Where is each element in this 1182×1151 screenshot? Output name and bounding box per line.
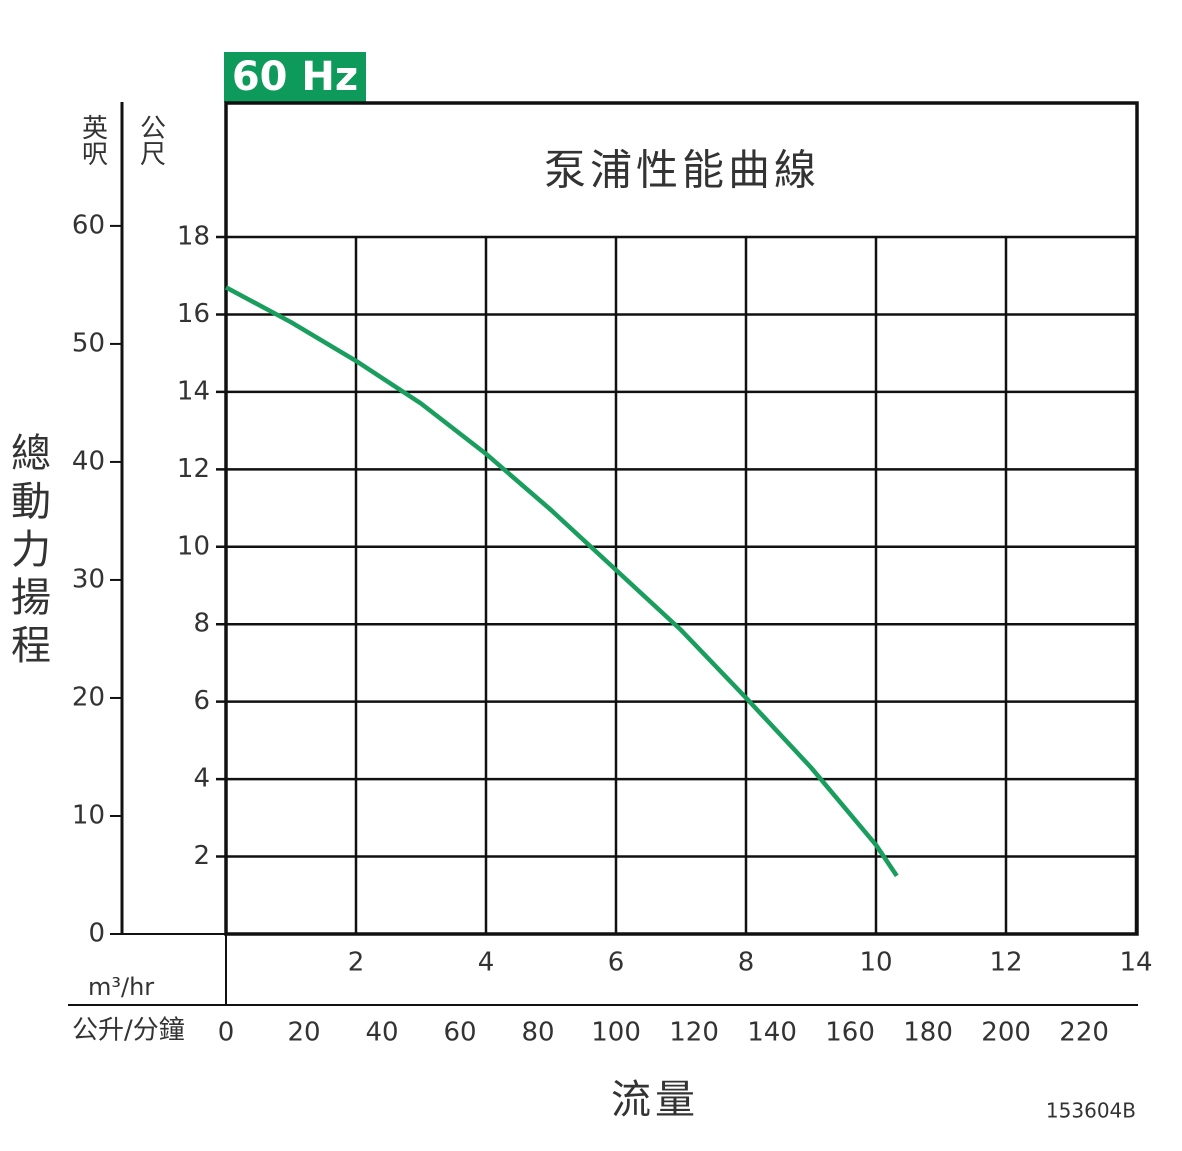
x-tick-label: 6 <box>608 948 625 978</box>
frame <box>224 101 1139 936</box>
figure-code: 153604B <box>1046 1099 1136 1123</box>
x2-tick-label: 160 <box>825 1018 875 1048</box>
y2-tick-label: 20 <box>72 682 105 712</box>
x-tick-label: 12 <box>989 948 1022 978</box>
pump-curve <box>224 285 899 878</box>
x2-tick-label: 0 <box>218 1018 235 1048</box>
y2-tick-label: 30 <box>72 564 105 594</box>
y-tick-label: 8 <box>193 609 210 639</box>
x2-tick-label: 140 <box>747 1018 797 1048</box>
x2-tick-label: 20 <box>287 1018 320 1048</box>
y-tick-label: 14 <box>177 376 210 406</box>
x2-tick-label: 80 <box>521 1018 554 1048</box>
y2-tick-label: 10 <box>72 800 105 830</box>
x2-tick-label: 60 <box>443 1018 476 1048</box>
badge: 60 Hz <box>232 54 358 100</box>
x-tick-label: 8 <box>738 948 755 978</box>
y-label: 總動力揚程 <box>4 432 50 672</box>
x-tick-label: 4 <box>478 948 495 978</box>
chart-title: 泵浦性能曲線 <box>544 146 820 195</box>
y2-tick-label: 50 <box>72 328 105 358</box>
x-tick-label: 14 <box>1119 948 1152 978</box>
y-unit: 公尺 <box>136 114 166 166</box>
x2-tick-label: 220 <box>1059 1018 1109 1048</box>
y-tick-label: 4 <box>193 764 210 794</box>
x2-tick-label: 120 <box>669 1018 719 1048</box>
y2-tick-label: 60 <box>72 210 105 240</box>
y-tick-label: 12 <box>177 454 210 484</box>
x2-tick-label: 200 <box>981 1018 1031 1048</box>
badge-box <box>224 52 366 102</box>
y-tick-label: 10 <box>177 531 210 561</box>
x-tick-label: 2 <box>348 948 365 978</box>
x-label: 流量 <box>611 1077 699 1123</box>
x2-unit: 公升/分鐘 <box>72 1016 185 1046</box>
y-tick-label: 2 <box>193 841 210 871</box>
y2-tick-label: 0 <box>88 919 105 949</box>
y-tick-label: 18 <box>177 222 210 252</box>
x2-tick-label: 180 <box>903 1018 953 1048</box>
y-tick-label: 16 <box>177 299 210 329</box>
y2-unit: 英呎 <box>78 114 108 166</box>
x-tick-label: 10 <box>859 948 892 978</box>
y2-tick-label: 40 <box>72 446 105 476</box>
x2-tick-label: 40 <box>365 1018 398 1048</box>
x2-tick-label: 100 <box>591 1018 641 1048</box>
x-unit: m³/hr <box>88 973 154 1001</box>
y-tick-label: 6 <box>193 686 210 716</box>
